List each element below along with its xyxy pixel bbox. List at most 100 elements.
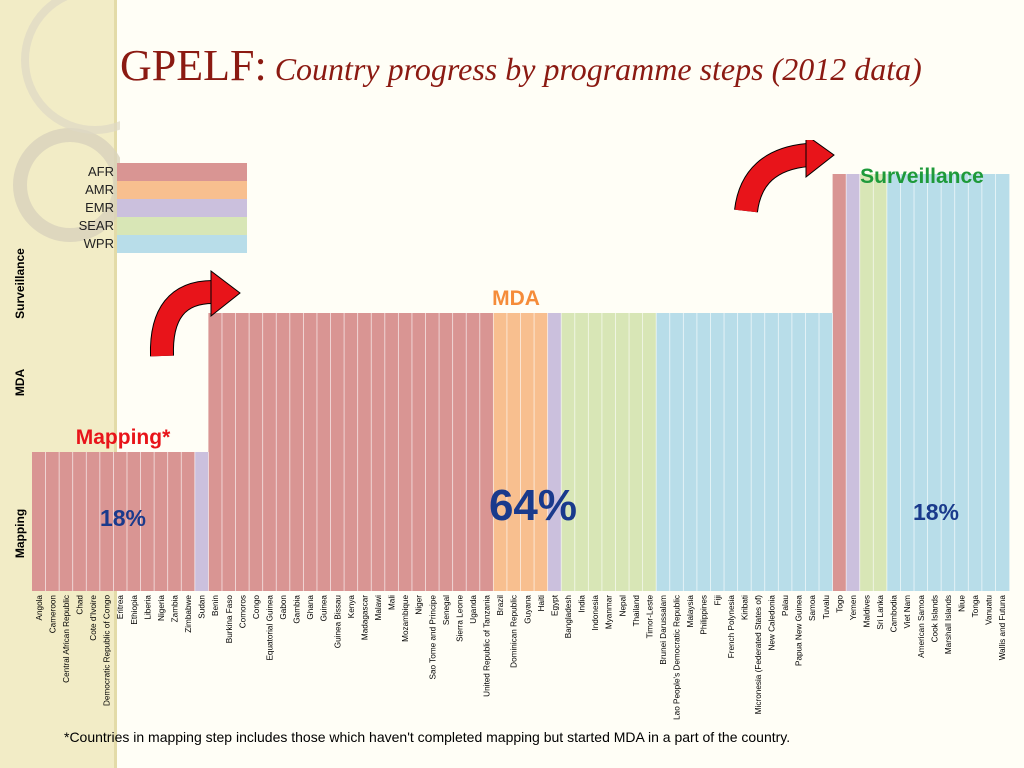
bar xyxy=(99,452,114,591)
bar xyxy=(954,174,969,591)
y-axis-step-label: MDA xyxy=(13,369,27,397)
tick-label: Zimbabwe xyxy=(184,595,193,633)
title-main: GPELF: xyxy=(120,41,267,90)
bar xyxy=(588,313,603,591)
bar xyxy=(344,313,359,591)
bar xyxy=(656,313,671,591)
tick-label: New Caledonia xyxy=(768,595,777,651)
group-percent: 64% xyxy=(489,481,577,530)
group-labels: Mapping* 18% MDA 64% Surveillance 18% xyxy=(76,165,984,531)
tick-label: Wallis and Futuna xyxy=(998,595,1007,661)
tick-label: Dominican Republic xyxy=(510,595,519,668)
tick-label: Cote d'Ivoire xyxy=(89,595,98,641)
bar xyxy=(737,313,752,591)
tick-label: Sudan xyxy=(198,595,207,619)
bar xyxy=(154,452,169,591)
tick-label: India xyxy=(578,595,587,613)
tick-label: Nepal xyxy=(618,595,627,617)
legend-label: AFR xyxy=(88,164,114,179)
tick-label: Vanuatu xyxy=(985,595,994,625)
y-axis-step-labels: Mapping MDA Surveillance xyxy=(13,248,27,558)
tick-label: Zambia xyxy=(170,595,179,623)
tick-label: Burkina Faso xyxy=(225,595,234,644)
tick-label: Cameroon xyxy=(48,595,57,634)
bar xyxy=(805,313,820,591)
bar xyxy=(276,313,291,591)
bar xyxy=(249,313,264,591)
bar xyxy=(520,313,535,591)
bar xyxy=(846,174,861,591)
tick-label: United Republic of Tanzania xyxy=(483,595,492,697)
bar xyxy=(208,313,223,591)
bar xyxy=(126,452,141,591)
bar xyxy=(819,313,833,591)
tick-label: Guinea Bissau xyxy=(333,595,342,649)
bar xyxy=(235,313,250,591)
bar xyxy=(547,313,562,591)
y-axis-step-label: Mapping xyxy=(13,509,27,558)
tick-label: Togo xyxy=(835,595,844,613)
tick-label: Kiribati xyxy=(740,595,749,620)
progress-arrows xyxy=(149,140,835,357)
tick-label: Marshall Islands xyxy=(944,595,953,654)
tick-label: Benin xyxy=(211,595,220,616)
legend-label: WPR xyxy=(84,236,114,251)
group-label: Surveillance xyxy=(860,165,984,188)
tick-label: Brazil xyxy=(496,595,505,616)
legend-label: SEAR xyxy=(79,218,114,233)
tick-label: Tuvalu xyxy=(822,595,831,620)
tick-label: Angola xyxy=(35,595,44,621)
bar xyxy=(941,174,956,591)
bar xyxy=(479,313,494,591)
tick-label: Fiji xyxy=(713,595,722,606)
tick-label: Niger xyxy=(415,595,424,615)
tick-label: Congo xyxy=(252,595,261,620)
bar xyxy=(900,174,915,591)
bar xyxy=(59,452,74,591)
arrow-body xyxy=(735,144,810,213)
legend-label: EMR xyxy=(85,200,114,215)
bar xyxy=(493,313,508,591)
legend-swatch xyxy=(117,217,247,235)
tick-label: Nigeria xyxy=(157,595,166,621)
tick-label: Gambia xyxy=(293,595,302,624)
legend-swatch xyxy=(117,181,247,199)
bar xyxy=(968,174,983,591)
tick-label: Yemen xyxy=(849,595,858,621)
tick-label: Guinea xyxy=(320,595,329,622)
bar xyxy=(629,313,644,591)
tick-label: Malaysia xyxy=(686,595,695,628)
bar xyxy=(574,313,589,591)
tick-label: Guyana xyxy=(523,595,532,624)
legend-swatch xyxy=(117,199,247,217)
bars xyxy=(32,174,1010,591)
bar xyxy=(561,313,576,591)
bar xyxy=(45,452,60,591)
group-label: Mapping* xyxy=(76,426,171,449)
bar xyxy=(506,313,521,591)
bar xyxy=(411,313,426,591)
bar xyxy=(167,452,182,591)
legend-swatch xyxy=(117,163,247,181)
bar xyxy=(86,452,101,591)
tick-label: Palau xyxy=(781,595,790,616)
title-subtitle: Country progress by programme steps (201… xyxy=(274,51,922,87)
tick-label: Malawi xyxy=(374,595,383,621)
arrow-body xyxy=(150,281,214,357)
bar xyxy=(873,174,888,591)
tick-label: Timor-Leste xyxy=(645,595,654,639)
bar xyxy=(357,313,372,591)
y-axis-step-label: Surveillance xyxy=(13,248,27,319)
tick-label: Mali xyxy=(388,595,397,610)
bar xyxy=(642,313,657,591)
bar xyxy=(262,313,277,591)
bar xyxy=(534,313,549,591)
bar xyxy=(791,313,806,591)
tick-label: Uganda xyxy=(469,595,478,624)
bar xyxy=(384,313,399,591)
bar xyxy=(696,313,711,591)
bar xyxy=(683,313,698,591)
tick-label: Viet Nam xyxy=(903,595,912,629)
tick-label: Maldives xyxy=(863,595,872,627)
tick-label: Liberia xyxy=(143,595,152,620)
